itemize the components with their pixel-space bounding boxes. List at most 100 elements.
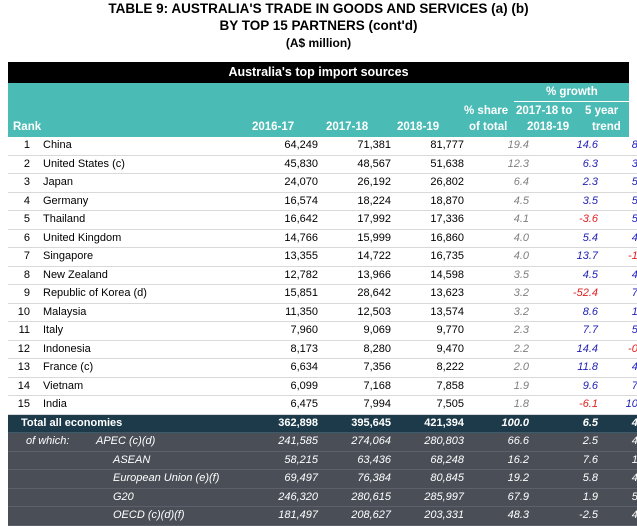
group-2018-19-cell: 80,845 [396, 469, 469, 489]
value-2017-18-cell: 71,381 [323, 137, 396, 156]
share-cell: 4.0 [469, 247, 534, 267]
header-2018-19: 2018-19 [397, 121, 440, 133]
growth-annual-cell: 6.3 [534, 155, 603, 174]
partner-name-cell: France (c) [30, 358, 238, 378]
rank-cell: 7 [8, 247, 30, 267]
group-name: G20 [113, 490, 134, 503]
partner-name-cell: Malaysia [30, 303, 238, 322]
growth-underline [514, 101, 629, 102]
value-2016-17-cell: 8,173 [238, 340, 323, 359]
value-2017-18-cell: 15,999 [323, 229, 396, 248]
partner-name-cell: United States (c) [30, 155, 238, 174]
table-subtitle: BY TOP 15 PARTNERS (cont'd) [219, 18, 418, 33]
group-share-cell: 67.9 [469, 488, 534, 507]
group-2018-19-cell: 203,331 [396, 506, 469, 526]
value-2016-17-cell: 11,350 [238, 303, 323, 322]
share-cell: 2.3 [469, 321, 534, 341]
header-growth-annual-line1: 2017-18 to [516, 105, 573, 117]
value-2016-17-cell: 64,249 [238, 137, 323, 156]
rank-cell: 4 [8, 192, 30, 211]
group-growth-trend-cell: 4.5 [603, 469, 637, 489]
header-growth-annual-line2: 2018-19 [527, 121, 570, 133]
growth-trend-cell: 4.3 [603, 229, 637, 248]
value-2017-18-cell: 13,966 [323, 266, 396, 285]
group-2016-17-cell: 241,585 [238, 432, 323, 452]
growth-trend-cell: 5.4 [603, 173, 637, 193]
partner-name-cell: Italy [30, 321, 238, 341]
group-share-cell: 19.2 [469, 469, 534, 489]
group-name-cell: ASEAN [8, 451, 238, 470]
growth-annual-cell: 14.4 [534, 340, 603, 359]
group-growth-trend-cell: 4.7 [603, 432, 637, 452]
rank-cell: 10 [8, 303, 30, 322]
total-label: Total all economies [8, 414, 238, 433]
value-2016-17-cell: 6,099 [238, 377, 323, 396]
total-2016-17-cell: 362,898 [238, 414, 323, 433]
rank-cell: 12 [8, 340, 30, 359]
group-2018-19-cell: 280,803 [396, 432, 469, 452]
value-2017-18-cell: 12,503 [323, 303, 396, 322]
rank-cell: 1 [8, 137, 30, 156]
value-2016-17-cell: 15,851 [238, 284, 323, 304]
header-rank: Rank [13, 121, 42, 133]
of-which-label: of which: [26, 435, 70, 448]
group-2017-18-cell: 76,384 [323, 469, 396, 489]
rank-cell: 13 [8, 358, 30, 378]
value-2018-19-cell: 16,735 [396, 247, 469, 267]
value-2018-19-cell: 26,802 [396, 173, 469, 193]
group-2016-17-cell: 246,320 [238, 488, 323, 507]
value-2018-19-cell: 18,870 [396, 192, 469, 211]
growth-annual-cell: 13.7 [534, 247, 603, 267]
group-name: ASEAN [113, 453, 151, 466]
rank-cell: 2 [8, 155, 30, 174]
group-name-cell: OECD (c)(d)(f) [8, 506, 238, 526]
rank-cell: 6 [8, 229, 30, 248]
partner-name-cell: United Kingdom [30, 229, 238, 248]
partner-name-cell: Indonesia [30, 340, 238, 359]
group-2018-19-cell: 68,248 [396, 451, 469, 470]
growth-annual-cell: -6.1 [534, 395, 603, 415]
table-title: TABLE 9: AUSTRALIA'S TRADE IN GOODS AND … [108, 1, 529, 16]
import-sources-table: 1China64,24971,38181,77719.414.68.22Unit… [8, 137, 637, 526]
rank-cell: 15 [8, 395, 30, 415]
table-units: (A$ million) [285, 36, 352, 50]
group-name: European Union (e)(f) [113, 472, 220, 485]
header-2016-17: 2016-17 [252, 121, 295, 133]
value-2017-18-cell: 18,224 [323, 192, 396, 211]
total-share-cell: 100.0 [469, 414, 534, 433]
value-2017-18-cell: 14,722 [323, 247, 396, 267]
growth-trend-cell: 4.8 [603, 266, 637, 285]
value-2018-19-cell: 51,638 [396, 155, 469, 174]
header-trend-line1: 5 year [585, 105, 619, 117]
value-2018-19-cell: 17,336 [396, 210, 469, 230]
group-growth-annual-cell: 1.9 [534, 488, 603, 507]
partner-name-cell: Germany [30, 192, 238, 211]
value-2018-19-cell: 9,470 [396, 340, 469, 359]
share-cell: 4.5 [469, 192, 534, 211]
group-2016-17-cell: 69,497 [238, 469, 323, 489]
value-2017-18-cell: 26,192 [323, 173, 396, 193]
share-cell: 3.2 [469, 303, 534, 322]
value-2016-17-cell: 7,960 [238, 321, 323, 341]
share-cell: 4.0 [469, 229, 534, 248]
growth-trend-cell: 5.3 [603, 192, 637, 211]
share-cell: 4.1 [469, 210, 534, 230]
value-2018-19-cell: 13,574 [396, 303, 469, 322]
value-2016-17-cell: 6,475 [238, 395, 323, 415]
growth-annual-cell: -3.6 [534, 210, 603, 230]
growth-trend-cell: 7.0 [603, 284, 637, 304]
header-share-line1: % share [464, 105, 509, 117]
table-row: 9 Republic of Korea (d) 15,851 28,642 13,623… [8, 284, 637, 304]
growth-annual-cell: 7.7 [534, 321, 603, 341]
group-row: OECD (c)(d)(f) 181,497 208,627 203,331 48.3-… [8, 506, 637, 526]
group-2016-17-cell: 58,215 [238, 451, 323, 470]
value-2016-17-cell: 16,642 [238, 210, 323, 230]
